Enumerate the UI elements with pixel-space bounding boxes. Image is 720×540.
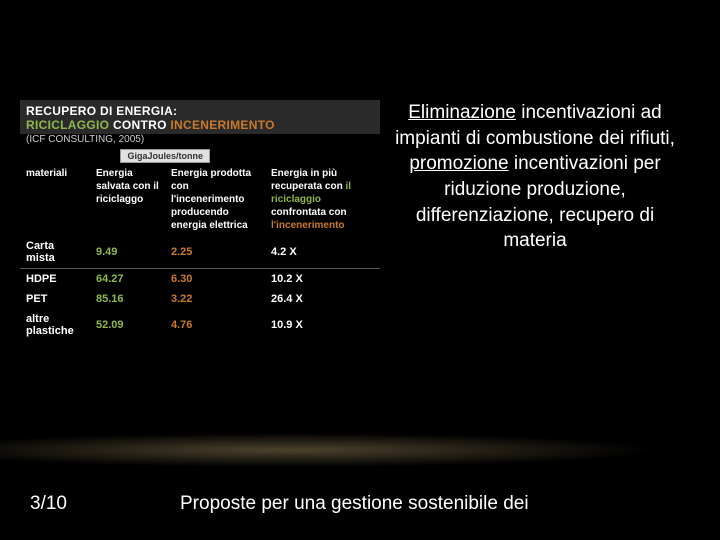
side-text-promozione: promozione xyxy=(409,153,508,174)
slide: RECUPERO DI ENERGIA: RICICLAGGIO CONTRO … xyxy=(0,0,720,540)
unit-badge: GigaJoules/tonne xyxy=(120,149,210,163)
cell-saved: 85.16 xyxy=(90,289,165,309)
cell-ratio: 10.9 X xyxy=(265,309,380,341)
cell-saved: 64.27 xyxy=(90,269,165,290)
footer-text: Proposte per una gestione sostenibile de… xyxy=(180,493,690,515)
energy-table: RECUPERO DI ENERGIA: RICICLAGGIO CONTRO … xyxy=(20,100,380,341)
content-area: RECUPERO DI ENERGIA: RICICLAGGIO CONTRO … xyxy=(0,0,720,341)
cell-produced: 6.30 xyxy=(165,269,265,290)
table-row: PET 85.16 3.22 26.4 X xyxy=(20,289,380,309)
cell-ratio: 4.2 X xyxy=(265,236,380,269)
cell-material: Carta mista xyxy=(20,236,90,269)
unit-row: GigaJoules/tonne xyxy=(20,149,380,163)
data-table: materiali Energia salvata con il ricicla… xyxy=(20,163,380,341)
side-text-eliminazione: Eliminazione xyxy=(408,102,516,123)
cell-material: HDPE xyxy=(20,269,90,290)
table-row: HDPE 64.27 6.30 10.2 X xyxy=(20,269,380,290)
th-ratio: Energia in più recuperata con il ricicla… xyxy=(265,163,380,236)
table-title-block: RECUPERO DI ENERGIA: RICICLAGGIO CONTRO … xyxy=(20,100,380,134)
table-row: altre plastiche 52.09 4.76 10.9 X xyxy=(20,309,380,341)
cell-saved: 52.09 xyxy=(90,309,165,341)
cell-produced: 2.25 xyxy=(165,236,265,269)
cell-ratio: 10.2 X xyxy=(265,269,380,290)
table-row: Carta mista 9.49 2.25 4.2 X xyxy=(20,236,380,269)
cell-produced: 3.22 xyxy=(165,289,265,309)
table-title-line2: RICICLAGGIO CONTRO INCENERIMENTO xyxy=(26,118,374,132)
cell-material: altre plastiche xyxy=(20,309,90,341)
footer: 3/10 Proposte per una gestione sostenibi… xyxy=(30,493,690,515)
th-materials: materiali xyxy=(20,163,90,236)
cell-material: PET xyxy=(20,289,90,309)
glow-decoration xyxy=(0,430,720,470)
th-produced: Energia prodotta con l'incenerimento pro… xyxy=(165,163,265,236)
cell-ratio: 26.4 X xyxy=(265,289,380,309)
table-subtitle: (ICF CONSULTING, 2005) xyxy=(20,134,380,149)
table-header-row: materiali Energia salvata con il ricicla… xyxy=(20,163,380,236)
side-text: Eliminazione incentivazioni ad impianti … xyxy=(380,100,690,341)
page-number: 3/10 xyxy=(30,493,180,515)
table-title-line1: RECUPERO DI ENERGIA: xyxy=(26,104,374,118)
cell-saved: 9.49 xyxy=(90,236,165,269)
th-saved: Energia salvata con il riciclaggo xyxy=(90,163,165,236)
cell-produced: 4.76 xyxy=(165,309,265,341)
